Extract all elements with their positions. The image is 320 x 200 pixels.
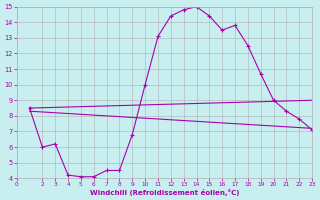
X-axis label: Windchill (Refroidissement éolien,°C): Windchill (Refroidissement éolien,°C) — [90, 189, 239, 196]
